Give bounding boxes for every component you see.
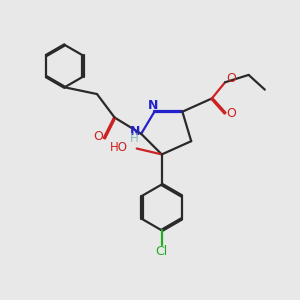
- Text: O: O: [226, 72, 236, 85]
- Text: HO: HO: [110, 141, 128, 154]
- Text: O: O: [226, 107, 236, 120]
- Text: O: O: [93, 130, 103, 143]
- Text: N: N: [130, 125, 140, 138]
- Text: H: H: [129, 132, 138, 145]
- Text: N: N: [148, 99, 158, 112]
- Text: Cl: Cl: [156, 245, 168, 258]
